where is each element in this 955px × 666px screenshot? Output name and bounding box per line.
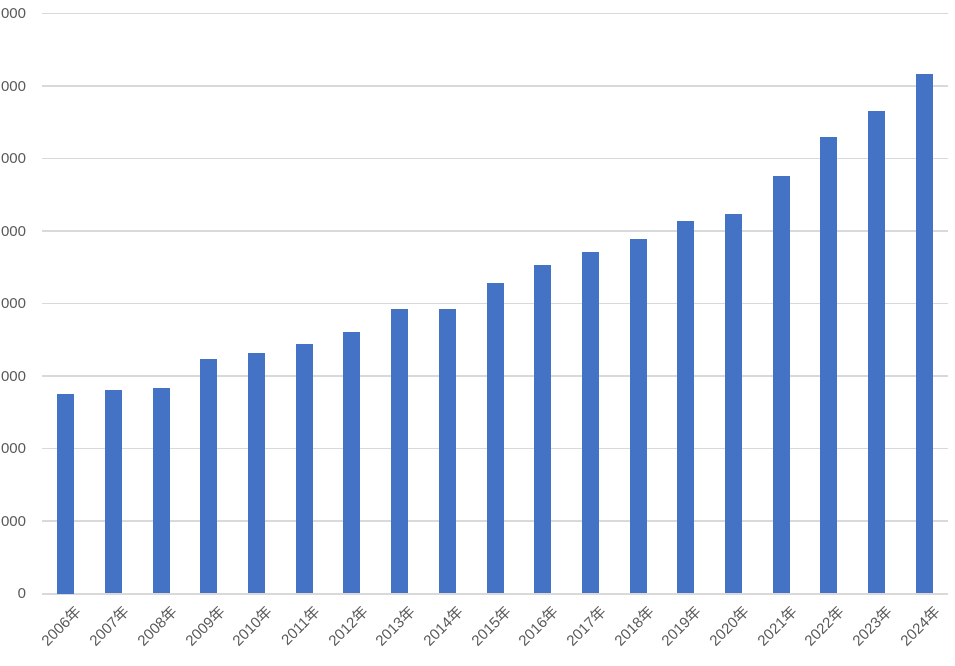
bar-2024[interactable] bbox=[915, 74, 933, 594]
bar-2013[interactable] bbox=[391, 309, 409, 594]
x-tick-label-2013: 2013年 bbox=[372, 603, 419, 650]
x-tick-label-2006: 2006年 bbox=[38, 603, 86, 650]
y-tick-label: 000 bbox=[0, 367, 26, 385]
x-tick-label-2024: 2024年 bbox=[897, 603, 944, 650]
y-tick-label: 000 bbox=[0, 222, 26, 240]
gridline bbox=[42, 85, 948, 87]
x-tick-label-2017: 2017年 bbox=[563, 603, 610, 650]
x-tick-label-2014: 2014年 bbox=[420, 603, 467, 650]
bar-2020[interactable] bbox=[724, 214, 742, 594]
bar-2006[interactable] bbox=[57, 394, 75, 594]
bar-2012[interactable] bbox=[343, 331, 361, 594]
x-tick-label-2015: 2015年 bbox=[468, 603, 515, 650]
y-tick-label: 000 bbox=[0, 295, 26, 312]
x-tick-label-2008: 2008年 bbox=[134, 603, 181, 650]
x-axis-line bbox=[42, 592, 948, 595]
gridline bbox=[42, 157, 948, 159]
x-tick-label-2007: 2007年 bbox=[86, 603, 133, 650]
y-tick-label: 000 bbox=[0, 77, 26, 95]
y-tick-label: 0 bbox=[17, 585, 26, 602]
x-tick-label-2020: 2020年 bbox=[706, 603, 753, 650]
y-tick-label: 000 bbox=[0, 440, 26, 457]
bar-2016[interactable] bbox=[534, 265, 552, 594]
bar-2014[interactable] bbox=[438, 308, 456, 594]
x-tick-label-2023: 2023年 bbox=[849, 603, 896, 650]
bar-2007[interactable] bbox=[105, 389, 123, 594]
bar-2008[interactable] bbox=[152, 387, 170, 594]
y-tick-label: 000 bbox=[0, 512, 26, 530]
y-tick-label: 000 bbox=[0, 5, 26, 22]
bar-2022[interactable] bbox=[820, 137, 838, 594]
bar-2009[interactable] bbox=[200, 358, 218, 594]
x-tick-label-2022: 2022年 bbox=[801, 603, 849, 650]
bar-2011[interactable] bbox=[295, 344, 313, 594]
x-tick-label-2010: 2010年 bbox=[229, 603, 276, 650]
x-tick-label-2021: 2021年 bbox=[754, 603, 801, 650]
bar-2019[interactable] bbox=[677, 220, 695, 594]
bar-2010[interactable] bbox=[248, 352, 266, 594]
x-tick-label-2019: 2019年 bbox=[658, 603, 706, 650]
bar-2015[interactable] bbox=[486, 283, 504, 594]
bar-2018[interactable] bbox=[629, 238, 647, 594]
x-tick-label-2009: 2009年 bbox=[181, 603, 229, 650]
bar-2023[interactable] bbox=[867, 110, 885, 594]
x-tick-label-2018: 2018年 bbox=[611, 603, 658, 650]
gridline bbox=[42, 12, 948, 14]
bar-2017[interactable] bbox=[581, 252, 599, 594]
x-tick-label-2011: 2011年 bbox=[278, 603, 324, 649]
gridline bbox=[42, 230, 948, 232]
x-tick-label-2012: 2012年 bbox=[325, 603, 372, 650]
bar-2021[interactable] bbox=[772, 175, 790, 594]
y-tick-label: 000 bbox=[0, 150, 26, 167]
x-tick-label-2016: 2016年 bbox=[515, 603, 563, 650]
